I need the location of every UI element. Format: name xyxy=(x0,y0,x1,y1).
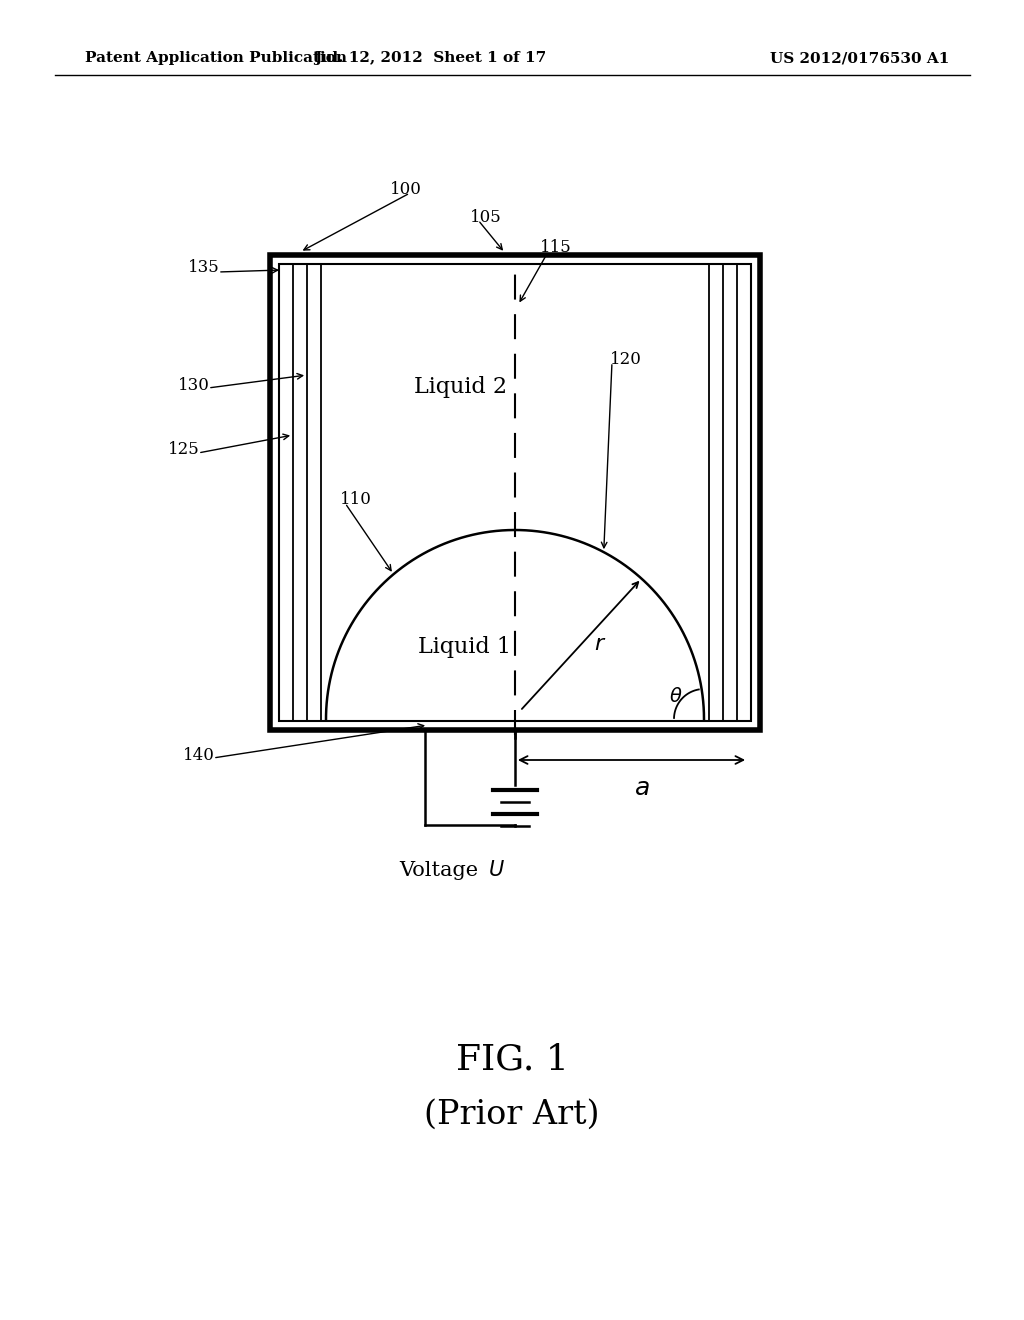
Text: 100: 100 xyxy=(390,181,422,198)
Text: Liquid 1: Liquid 1 xyxy=(419,636,512,659)
Text: FIG. 1: FIG. 1 xyxy=(456,1043,568,1077)
Text: 105: 105 xyxy=(470,210,502,227)
Text: Liquid 2: Liquid 2 xyxy=(414,376,507,399)
Text: Patent Application Publication: Patent Application Publication xyxy=(85,51,347,65)
Bar xyxy=(279,264,751,721)
Text: $r$: $r$ xyxy=(594,634,606,653)
Text: Jul. 12, 2012  Sheet 1 of 17: Jul. 12, 2012 Sheet 1 of 17 xyxy=(314,51,546,65)
Text: 140: 140 xyxy=(183,747,215,763)
Text: 115: 115 xyxy=(540,239,571,256)
Text: US 2012/0176530 A1: US 2012/0176530 A1 xyxy=(770,51,949,65)
Text: (Prior Art): (Prior Art) xyxy=(424,1100,600,1131)
Bar xyxy=(270,255,760,730)
Text: 125: 125 xyxy=(168,441,200,458)
Text: 120: 120 xyxy=(610,351,642,368)
Text: $a$: $a$ xyxy=(634,776,649,800)
Text: 135: 135 xyxy=(188,260,220,276)
Text: $\theta$: $\theta$ xyxy=(670,688,683,706)
Text: $\mathit{U}$: $\mathit{U}$ xyxy=(488,861,505,880)
Text: Voltage: Voltage xyxy=(399,861,485,879)
Text: 110: 110 xyxy=(340,491,372,508)
Text: 130: 130 xyxy=(178,376,210,393)
